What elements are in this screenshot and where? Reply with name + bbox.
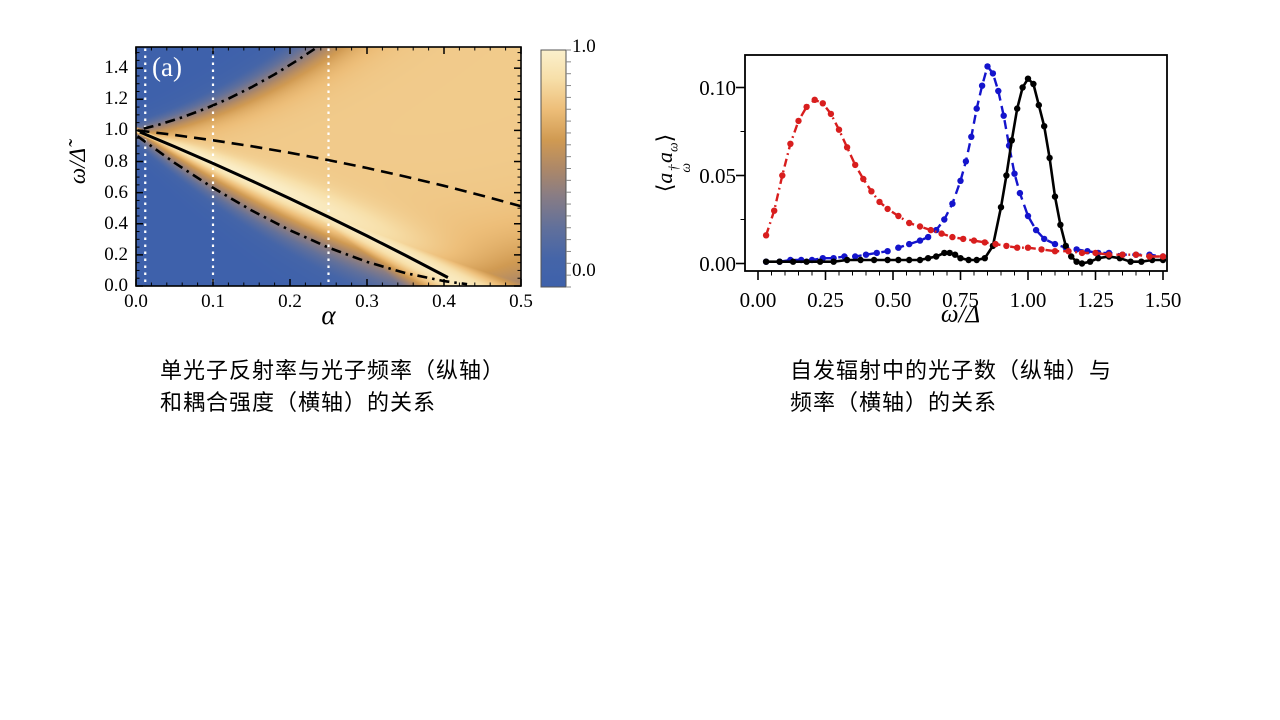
left-y-tick-label: 0.2 (104, 243, 128, 265)
left-x-tick-label: 0.1 (201, 291, 225, 312)
curve-lower-polariton-dashdot (136, 135, 468, 286)
right-x-tick-label: 0.00 (739, 288, 777, 312)
left-caption-line2: 和耦合强度（横轴）的关系 (160, 391, 437, 416)
right-caption: 自发辐射中的光子数（纵轴）与 频率（横轴）的关系 (790, 356, 1230, 420)
left-y-tick-label: 1.0 (104, 119, 128, 141)
right-x-tick-label: 0.25 (807, 288, 844, 312)
left-x-tick-label: 0.2 (278, 291, 302, 312)
left-y-tick-label: 0.8 (104, 150, 128, 172)
left-white-dotted-guides (144, 48, 330, 285)
curve-solid-branch (139, 130, 449, 279)
right-x-tick-label: 1.00 (1009, 288, 1047, 312)
right-x-tick-label: 1.50 (1144, 288, 1182, 312)
left-y-tick-label: 1.4 (104, 57, 128, 79)
right-axes-frame (736, 54, 1168, 280)
colorbar-max-label: 1.0 (572, 36, 596, 57)
left-y-tick-label: 1.2 (104, 88, 128, 110)
curve-upper-polariton-dashdot (143, 47, 316, 130)
left-y-tick-label: 0.4 (104, 212, 128, 234)
left-x-tick-label: 0.5 (509, 291, 533, 312)
colorbar (540, 49, 571, 288)
left-x-tick-label: 0.0 (124, 291, 148, 312)
series-blue-spectrum (762, 63, 1167, 265)
right-y-tick-label: 0.00 (699, 251, 736, 276)
angle-close: ⟩ (652, 133, 677, 143)
right-series (762, 63, 1167, 267)
series-red-spectrum (762, 96, 1167, 260)
right-x-axis-label: ω/Δ (940, 301, 981, 328)
colorbar-min-label: 0.0 (572, 260, 596, 281)
right-x-tick-label: 0.75 (942, 288, 979, 312)
curve-dashed-branch (137, 129, 522, 208)
right-x-tick-label: 1.25 (1077, 288, 1114, 312)
right-y-tick-label: 0.10 (699, 75, 736, 100)
omega-subscript: ω (665, 142, 681, 152)
right-x-tick-label: 0.50 (874, 288, 912, 312)
left-x-tick-label: 0.3 (355, 291, 379, 312)
right-caption-line2: 频率（横轴）的关系 (790, 391, 998, 416)
left-y-tick-label: 0.0 (104, 275, 128, 296)
left-x-axis-label: α (321, 300, 336, 330)
left-y-tick-label: 0.6 (104, 181, 128, 203)
right-caption-line1: 自发辐射中的光子数（纵轴）与 (790, 359, 1113, 384)
left-caption-line1: 单光子反射率与光子频率（纵轴） (160, 359, 506, 384)
operator-a2: a (652, 152, 677, 163)
right-y-tick-label: 0.05 (699, 163, 736, 188)
panel-label-a: (a) (152, 52, 182, 82)
left-overlay-curves (136, 47, 522, 286)
left-caption: 单光子反射率与光子频率（纵轴） 和耦合强度（横轴）的关系 (160, 356, 600, 420)
left-x-tick-label: 0.4 (432, 291, 456, 312)
left-axes-frame (135, 46, 522, 287)
